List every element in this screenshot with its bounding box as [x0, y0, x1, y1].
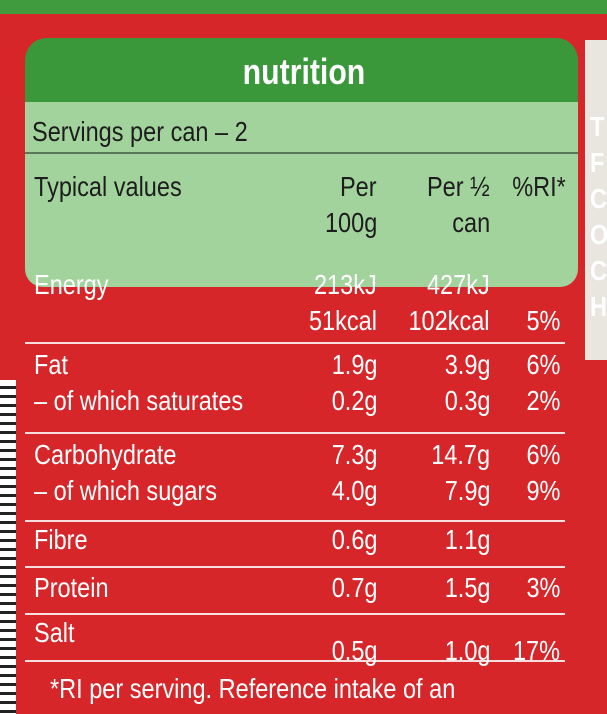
per-100g: 0.6g: [331, 524, 377, 555]
per-half-can: 14.7g: [431, 439, 490, 470]
nutrient-label: – of which sugars: [34, 475, 218, 506]
column-header: Typical values: [34, 171, 182, 202]
nutrient-label: Protein: [34, 572, 109, 603]
per-half-can: 102kcal: [408, 305, 490, 336]
per-half-can: 1.1g: [444, 524, 490, 555]
side-letter: T: [590, 111, 605, 142]
per-100g: 213kJ: [314, 269, 377, 300]
side-letter: H: [590, 291, 607, 322]
ri-percent: 9%: [526, 475, 560, 506]
nutrient-label: Energy: [34, 269, 109, 300]
footnote: *RI per serving. Reference intake of an: [50, 673, 456, 704]
per-half-can: 0.3g: [444, 385, 490, 416]
servings: Servings per can – 2: [32, 116, 248, 147]
row-divider: [25, 660, 565, 662]
row-divider: [25, 613, 565, 615]
top-green-strip: [0, 0, 607, 14]
row-divider: [25, 432, 565, 434]
per-100g: 0.7g: [331, 572, 377, 603]
per-half-can: 3.9g: [444, 349, 490, 380]
column-header: %RI*: [512, 171, 566, 202]
ri-percent: 3%: [526, 572, 560, 603]
ri-percent: 5%: [526, 305, 560, 336]
nutrient-label: Fat: [34, 349, 68, 380]
per-100g: 4.0g: [331, 475, 377, 506]
barcode-edge: [0, 380, 16, 714]
per-100g: 1.9g: [331, 349, 377, 380]
side-letter: C: [590, 255, 607, 286]
nutrient-label: – of which saturates: [34, 385, 244, 416]
right-panel: [585, 40, 607, 360]
column-header: 100g: [324, 207, 377, 238]
per-half-can: 7.9g: [444, 475, 490, 506]
ri-percent: 6%: [526, 439, 560, 470]
row-divider: [25, 342, 565, 344]
per-half-can: 1.5g: [444, 572, 490, 603]
per-100g: 0.2g: [331, 385, 377, 416]
title-panel: [25, 38, 578, 102]
side-letter: F: [590, 147, 605, 178]
row-divider: [25, 152, 578, 154]
side-letter: C: [590, 183, 607, 214]
per-100g: 7.3g: [331, 439, 377, 470]
ri-percent: 2%: [526, 385, 560, 416]
nutrient-label: Fibre: [34, 524, 88, 555]
title: nutrition: [242, 51, 365, 92]
column-header: Per: [340, 171, 377, 202]
nutrient-label: Salt: [34, 617, 75, 648]
per-100g: 51kcal: [309, 305, 377, 336]
nutrient-label: Carbohydrate: [34, 439, 177, 470]
column-header: Per ½: [427, 171, 490, 202]
light-panel: [25, 95, 578, 287]
ri-percent: 6%: [526, 349, 560, 380]
per-half-can: 427kJ: [427, 269, 490, 300]
row-divider: [25, 566, 565, 568]
row-divider: [25, 520, 565, 522]
column-header: can: [452, 207, 490, 238]
side-letter: O: [590, 219, 607, 250]
